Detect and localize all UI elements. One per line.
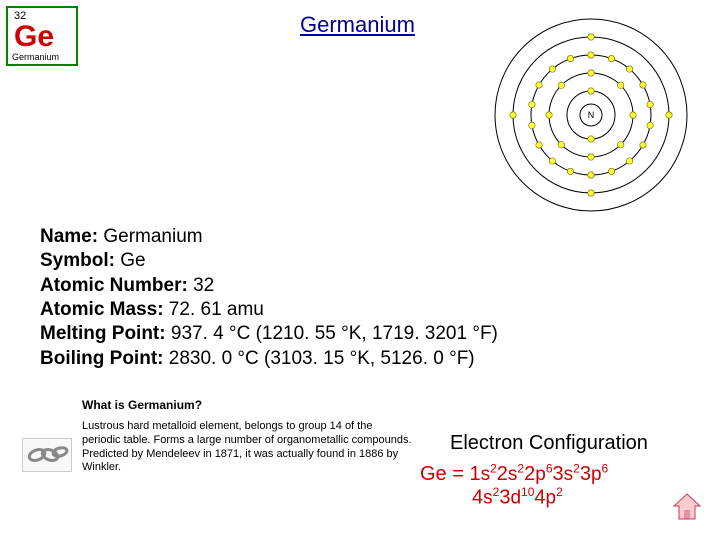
bohr-diagram: N [486, 10, 696, 220]
element-name-small: Germanium [8, 52, 76, 62]
fact-name-label: Name: [40, 226, 98, 247]
element-tile: 32 Ge Germanium [6, 6, 78, 66]
page-title: Germanium [300, 12, 415, 38]
home-icon[interactable] [672, 492, 702, 522]
fact-mp-label: Melting Point: [40, 323, 166, 344]
electron-config-formula: Ge = 1s22s22p63s23p6 4s23d104p2 [420, 462, 608, 509]
fact-symbol-label: Symbol: [40, 250, 115, 271]
chain-link-icon[interactable] [22, 438, 72, 472]
fact-an-value: 32 [188, 275, 214, 296]
element-symbol: Ge [8, 22, 76, 52]
whatis-heading: What is Germanium? [82, 398, 202, 412]
fact-an-label: Atomic Number: [40, 275, 188, 296]
fact-name-value: Germanium [98, 226, 203, 247]
svg-text:N: N [588, 110, 595, 120]
fact-am-value: 72. 61 amu [164, 299, 264, 320]
fact-mp-value: 937. 4 °C (1210. 55 °K, 1719. 3201 °F) [166, 323, 498, 344]
electron-config-title: Electron Configuration [450, 432, 648, 455]
fact-bp-label: Boiling Point: [40, 348, 163, 369]
fact-symbol-value: Ge [115, 250, 146, 271]
description-text: Lustrous hard metalloid element, belongs… [82, 420, 412, 475]
fact-bp-value: 2830. 0 °C (3103. 15 °K, 5126. 0 °F) [163, 348, 474, 369]
fact-am-label: Atomic Mass: [40, 299, 164, 320]
facts-block: Name: Germanium Symbol: Ge Atomic Number… [40, 225, 700, 371]
